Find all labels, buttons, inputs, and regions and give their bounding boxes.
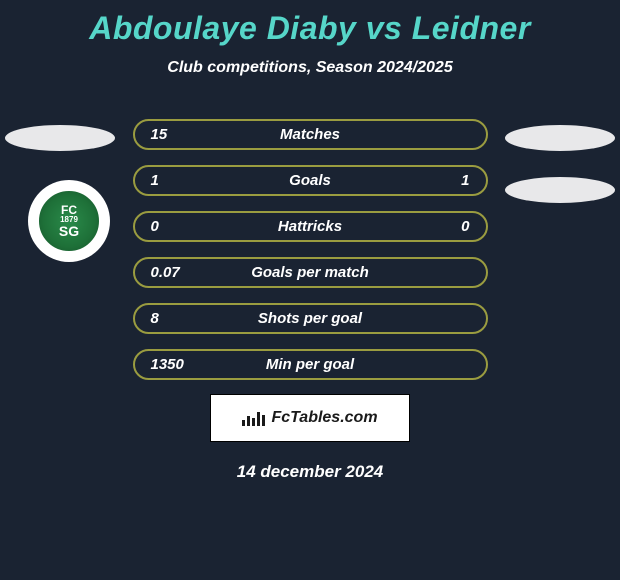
stat-label: Goals <box>201 172 420 189</box>
club-badge-inner: FC 1879 SG <box>36 188 102 254</box>
player-right-ellipse-1 <box>505 125 615 151</box>
stat-row: 1350Min per goal <box>133 349 488 380</box>
stat-value-left: 0 <box>151 218 201 235</box>
stat-value-left: 8 <box>151 310 201 327</box>
badge-sg-text: SG <box>59 224 79 238</box>
chart-icon <box>242 410 265 426</box>
stat-label: Matches <box>201 126 420 143</box>
club-badge: FC 1879 SG <box>28 180 110 262</box>
stat-row: 8Shots per goal <box>133 303 488 334</box>
stat-row: 0.07Goals per match <box>133 257 488 288</box>
stat-label: Goals per match <box>201 264 420 281</box>
date-text: 14 december 2024 <box>237 462 384 482</box>
stat-label: Shots per goal <box>201 310 420 327</box>
stat-row: 1Goals1 <box>133 165 488 196</box>
stat-label: Hattricks <box>201 218 420 235</box>
stat-value-right: 0 <box>420 218 470 235</box>
player-right-ellipse-2 <box>505 177 615 203</box>
stat-value-left: 1350 <box>151 356 201 373</box>
fctables-attribution[interactable]: FcTables.com <box>210 394 410 442</box>
player-left-ellipse <box>5 125 115 151</box>
stat-value-right: 1 <box>420 172 470 189</box>
stat-row: 0Hattricks0 <box>133 211 488 242</box>
stat-value-left: 15 <box>151 126 201 143</box>
fctables-label: FcTables.com <box>271 409 377 427</box>
page-title: Abdoulaye Diaby vs Leidner <box>89 10 531 47</box>
page-subtitle: Club competitions, Season 2024/2025 <box>167 59 452 77</box>
stat-value-left: 1 <box>151 172 201 189</box>
stat-row: 15Matches <box>133 119 488 150</box>
stat-value-left: 0.07 <box>151 264 201 281</box>
stat-label: Min per goal <box>201 356 420 373</box>
